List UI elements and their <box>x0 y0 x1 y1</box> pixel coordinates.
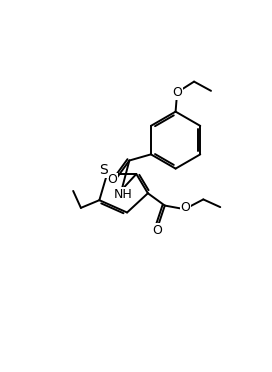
Text: NH: NH <box>114 188 132 201</box>
Text: O: O <box>152 224 162 237</box>
Text: O: O <box>181 201 191 214</box>
Text: O: O <box>107 173 117 186</box>
Text: O: O <box>172 86 182 99</box>
Text: S: S <box>100 163 108 177</box>
